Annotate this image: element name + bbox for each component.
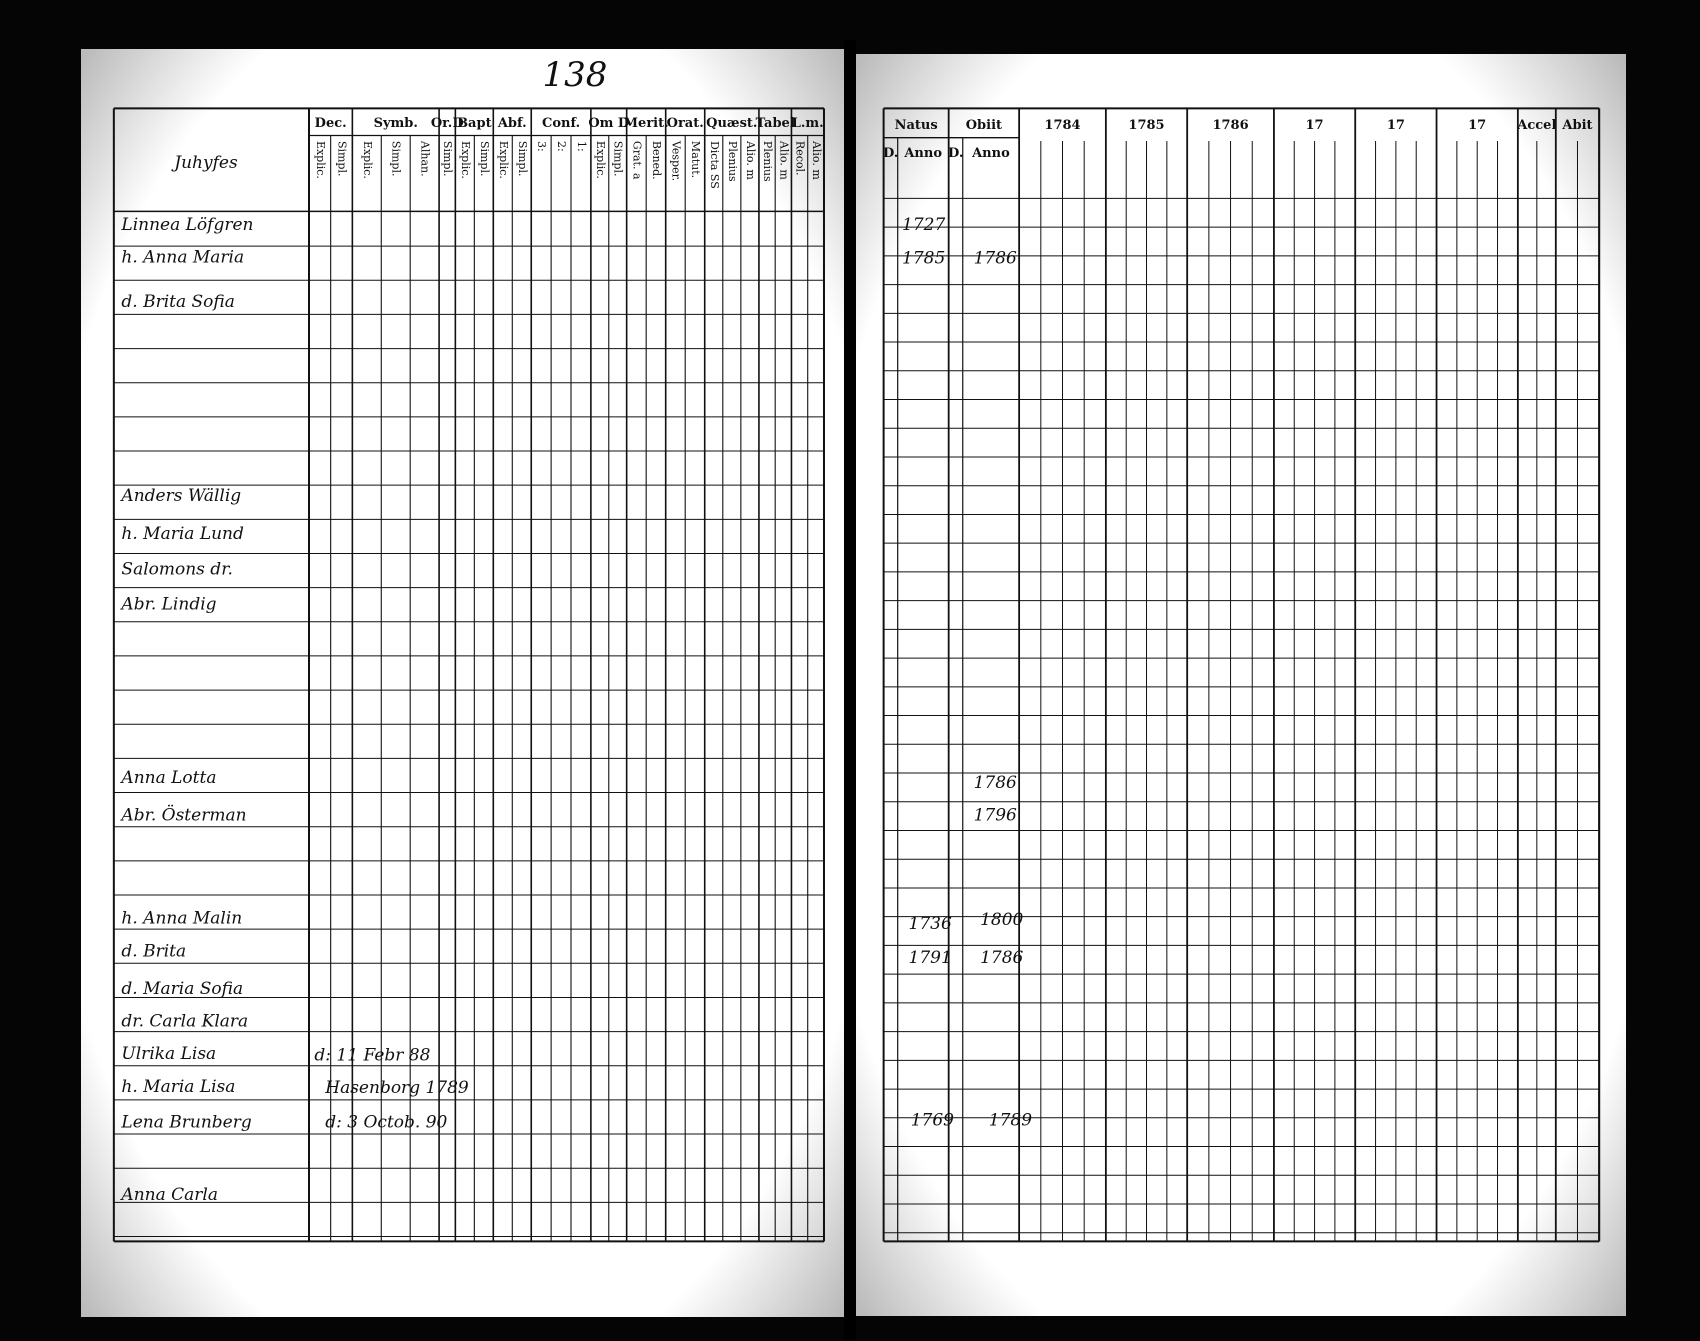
sub-header: Simpl. [336, 141, 349, 177]
left-page [81, 49, 845, 1317]
handwritten-year: 1791 [909, 948, 952, 968]
handwritten-name: h. Maria Lisa [121, 1077, 235, 1097]
sub-header: Anno [903, 146, 942, 161]
group-header: 17 [1468, 118, 1486, 133]
sub-header: 3: [535, 141, 548, 152]
handwritten-name: h. Maria Lund [121, 524, 244, 544]
sub-header: Explic. [594, 141, 607, 179]
group-header: Merit. [624, 116, 669, 131]
group-header: 17 [1306, 118, 1324, 133]
handwritten-year: 1786 [974, 248, 1017, 268]
handwritten-year: 1727 [902, 215, 945, 235]
sub-header: Simpl. [390, 141, 403, 177]
sub-header: D. [883, 146, 898, 161]
sub-header: Alio. m [810, 140, 823, 180]
group-header: 1786 [1212, 118, 1248, 133]
group-header: Bapt [457, 116, 492, 131]
group-header: Accel [1516, 118, 1556, 133]
handwritten-note: Hasenborg 1789 [324, 1078, 469, 1098]
group-header: Orat. [667, 116, 704, 131]
handwritten-year: 1796 [974, 806, 1017, 826]
group-header: 17 [1387, 118, 1405, 133]
sub-header: Alio. m [777, 140, 790, 180]
group-header: 1785 [1128, 118, 1164, 133]
sub-header: Recol. [794, 141, 807, 176]
handwritten-year: 1769 [911, 1110, 954, 1130]
group-header: L.m. [792, 116, 824, 131]
sub-header: Explic. [314, 141, 327, 179]
sub-header: Dicta SS [708, 141, 721, 189]
sub-header: Simpl. [441, 141, 454, 177]
handwritten-note: d: 3 Octob. 90 [325, 1113, 447, 1133]
sub-header: Matut. [689, 141, 702, 178]
sub-header: Anno [971, 146, 1010, 161]
sub-header: Bened. [650, 141, 663, 180]
sub-header: D. [948, 146, 963, 161]
sub-header: Grat. a [630, 141, 643, 180]
group-header: Tabel [756, 116, 795, 131]
handwritten-year: 1785 [902, 248, 945, 268]
group-header: Quæst. [706, 116, 757, 131]
sub-header: Explic. [459, 141, 472, 179]
sub-header: Alio. m [744, 140, 757, 180]
group-header: Natus [895, 118, 938, 133]
group-header: Symb. [374, 116, 418, 131]
group-header: Obiit [966, 118, 1002, 133]
sub-header: Explic. [497, 141, 510, 179]
sub-header: Alhan. [419, 140, 432, 177]
handwritten-name: Abr. Lindig [119, 594, 216, 614]
page-number: 138 [543, 55, 608, 95]
handwritten-name: Linnea Löfgren [120, 215, 253, 235]
handwritten-name: Lena Brunberg [120, 1113, 251, 1133]
right-page [856, 54, 1626, 1316]
handwritten-name: Anna Carla [119, 1185, 218, 1205]
handwritten-name: Abr. Österman [119, 805, 246, 826]
group-header: Abf. [497, 116, 527, 131]
sub-header: Explic. [361, 141, 374, 179]
sub-header: Plenius [761, 141, 774, 182]
handwritten-name: d. Brita Sofia [121, 292, 234, 312]
group-header: Om D [588, 116, 629, 131]
handwritten-name: h. Anna Maria [121, 247, 244, 267]
group-header: Dec. [315, 116, 347, 131]
handwritten-note: d: 11 Febr 88 [314, 1045, 430, 1065]
handwritten-year: 1786 [980, 948, 1023, 968]
sub-header: Vesper. [669, 140, 682, 181]
group-header: 1784 [1044, 118, 1080, 133]
handwritten-name: Anders Wällig [119, 486, 241, 506]
group-header: Conf. [542, 116, 580, 131]
sub-header: 2: [555, 141, 568, 152]
handwritten-year: 1786 [974, 773, 1017, 793]
handwritten-name: Salomons dr. [121, 560, 232, 580]
sub-header: Plenius [726, 141, 739, 182]
name-header: Juhyfes [171, 153, 238, 173]
sub-header: Simpl. [612, 141, 625, 177]
handwritten-year: 1789 [989, 1110, 1032, 1130]
sub-header: 1: [575, 141, 588, 152]
sub-header: Simpl. [478, 141, 491, 177]
handwritten-year: 1736 [909, 914, 952, 934]
handwritten-name: h. Anna Malin [121, 909, 242, 929]
handwritten-year: 1800 [980, 910, 1023, 930]
handwritten-name: Anna Lotta [119, 768, 216, 788]
sub-header: Simpl. [516, 141, 529, 177]
handwritten-name: d. Maria Sofia [121, 979, 243, 999]
handwritten-name: Ulrika Lisa [121, 1044, 216, 1064]
handwritten-name: d. Brita [121, 941, 186, 961]
group-header: Abit [1561, 118, 1592, 133]
group-header: Or.D [431, 116, 464, 131]
handwritten-name: dr. Carla Klara [121, 1012, 248, 1032]
